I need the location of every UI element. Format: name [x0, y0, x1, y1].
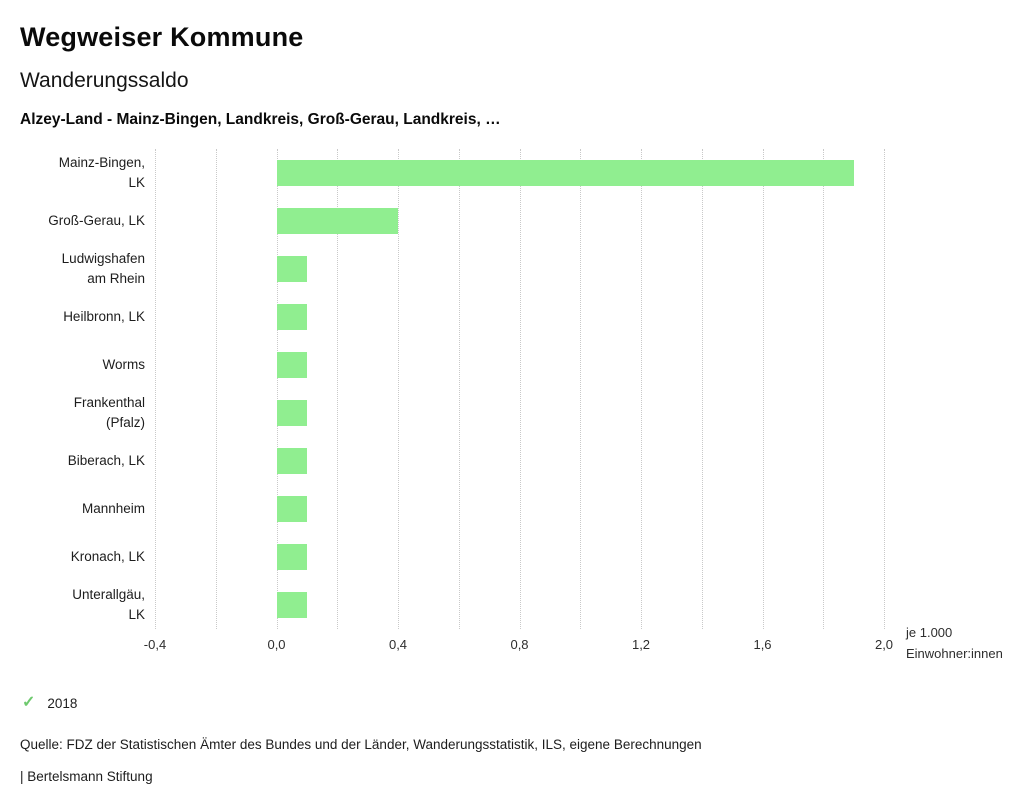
value-bar[interactable] [276, 304, 307, 330]
value-bar[interactable] [276, 208, 398, 234]
value-bar[interactable] [276, 352, 307, 378]
category-label-line: Groß-Gerau, LK [48, 212, 145, 228]
x-tick-label: 0,0 [267, 637, 286, 652]
category-label: Worms [35, 341, 146, 389]
category-label-line: Frankenthal [73, 394, 145, 410]
app-title: Wegweiser Kommune [20, 22, 304, 52]
category-label-line: Ludwigshafen [61, 250, 145, 266]
check-icon: ✓ [22, 694, 36, 711]
category-label-line: Biberach, LK [67, 452, 145, 468]
x-tick-label: 0,4 [388, 637, 408, 652]
category-label-line: Worms [102, 356, 146, 372]
gridline [155, 149, 156, 629]
category-label-line: Mainz-Bingen, [58, 154, 145, 170]
category-label: Heilbronn, LK [35, 293, 145, 341]
category-label-line: Mannheim [81, 500, 145, 516]
value-bar[interactable] [276, 256, 307, 282]
gridline [884, 149, 885, 629]
x-tick-label: 1,2 [631, 637, 651, 652]
category-label: Mannheim [35, 485, 145, 533]
region-comparison-line: Alzey-Land - Mainz-Bingen, Landkreis, Gr… [20, 111, 501, 128]
category-label-line: Kronach, LK [70, 548, 145, 564]
axis-unit-line2: Einwohner:innen [906, 645, 1003, 661]
x-tick-label: 0,8 [510, 637, 529, 652]
indicator-title: Wanderungssaldo [20, 69, 189, 92]
x-tick-label: -0,4 [143, 637, 167, 652]
gridline [580, 149, 582, 629]
brand-line: | Bertelsmann Stiftung [20, 769, 153, 784]
category-label-line: (Pfalz) [105, 415, 145, 430]
gridline [398, 149, 399, 629]
axis-unit-line1: je 1.000 [906, 625, 953, 640]
gridline [519, 149, 521, 629]
category-label-line: LK [128, 175, 145, 190]
category-label-line: Unterallgäu, [72, 586, 145, 602]
legend-year-toggle[interactable]: ✓ 2018 [22, 695, 1004, 711]
gridline [276, 149, 278, 629]
category-label: Mainz-Bingen, LK [35, 149, 145, 197]
category-label: Groß-Gerau, LK [35, 197, 145, 245]
value-bar[interactable] [276, 400, 307, 426]
x-tick-label: 1,6 [753, 637, 772, 652]
gridline [215, 149, 217, 629]
value-bar[interactable] [276, 544, 307, 570]
category-label: Frankenthal (Pfalz) [35, 389, 145, 437]
category-label-line: Heilbronn, LK [63, 308, 145, 324]
value-bar[interactable] [276, 160, 854, 186]
category-label: Biberach, LK [35, 437, 145, 485]
gridline [458, 149, 460, 629]
horizontal-bar-chart: Mainz-Bingen, LK Groß-Gerau, LK Ludwigshafe… [20, 149, 1003, 671]
category-label: Ludwigshafen am Rhein [35, 245, 145, 293]
gridline [762, 149, 764, 629]
axis-unit-label: je 1.000 Einwohner:innen [906, 623, 1003, 665]
gridline [337, 149, 339, 629]
category-label: Unterallgäu, LK [35, 581, 145, 629]
source-line: Quelle: FDZ der Statistischen Ämter des … [20, 737, 702, 752]
x-tick-label: 2,0 [874, 637, 894, 652]
category-label-line: LK [128, 607, 145, 622]
gridline [701, 149, 703, 629]
gridline [823, 149, 825, 629]
category-label: Kronach, LK [35, 533, 145, 581]
category-label-line: am Rhein [87, 271, 145, 286]
value-bar[interactable] [276, 448, 307, 474]
value-bar[interactable] [276, 496, 307, 522]
gridline [641, 149, 642, 629]
value-bar[interactable] [276, 592, 307, 618]
legend-year-label: 2018 [47, 695, 78, 711]
